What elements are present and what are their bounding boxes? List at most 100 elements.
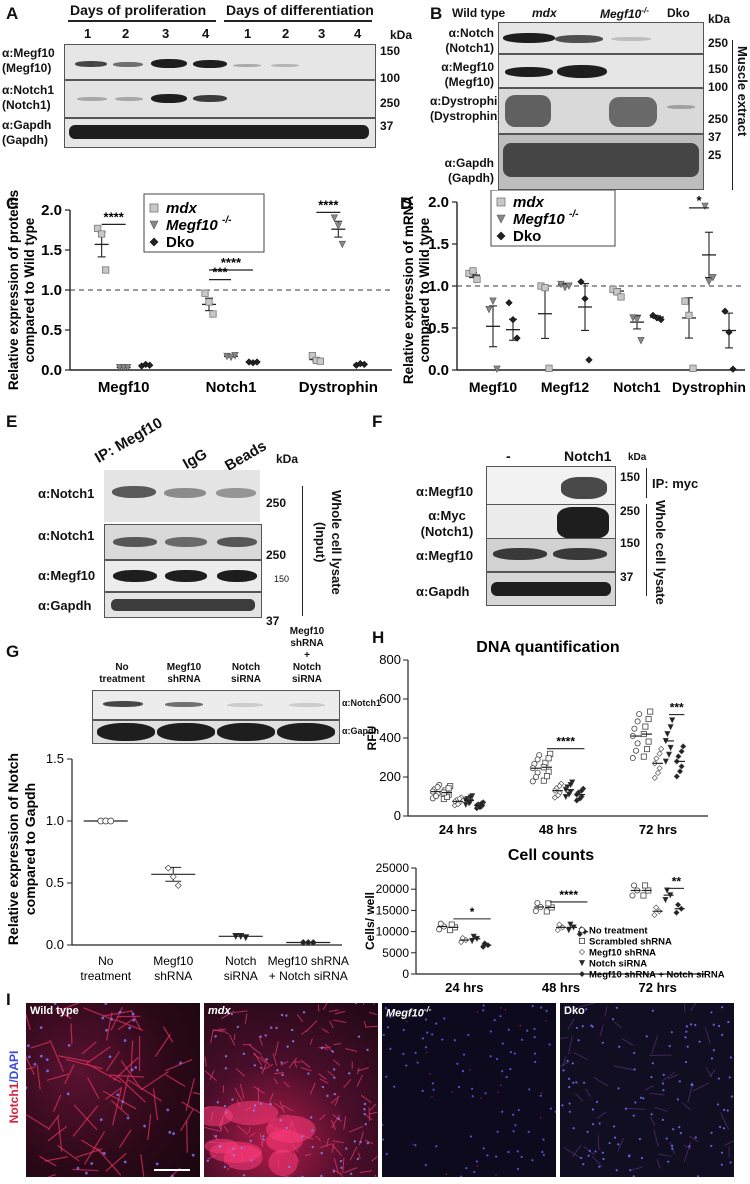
data-point: [705, 278, 713, 286]
data-point: [201, 289, 209, 297]
marker-a-250: 250: [380, 96, 401, 110]
nucleus: [453, 1039, 456, 1042]
legend-marker: [149, 203, 159, 213]
data-point: [662, 896, 669, 904]
fiber-edge: [46, 1073, 69, 1081]
nucleus: [671, 1147, 674, 1150]
nucleus: [364, 1122, 367, 1126]
blot-a-megf10: [64, 44, 376, 80]
data-point: [642, 882, 649, 889]
fiber-edge: [651, 1035, 659, 1055]
notch-signal: [500, 1007, 502, 1009]
nucleus: [512, 1130, 515, 1133]
fiber-edge: [365, 1025, 378, 1028]
nucleus: [302, 1011, 306, 1014]
nucleus: [514, 1124, 517, 1127]
y-tick-label: 0.0: [428, 362, 449, 379]
nucleus: [722, 1108, 726, 1111]
fiber-edge: [283, 1081, 290, 1088]
legend-label: Scrambled shRNA: [589, 937, 672, 948]
data-point: [469, 267, 477, 275]
nucleus: [259, 1035, 262, 1038]
nucleus: [191, 1153, 195, 1157]
nucleus: [249, 1139, 253, 1143]
fiber-edge: [110, 1100, 130, 1117]
side-line-b: [732, 40, 733, 190]
nucleus: [301, 1135, 304, 1138]
nucleus: [539, 1094, 542, 1097]
fiber-edge: [81, 1041, 97, 1055]
fiber-edge: [30, 1041, 50, 1049]
y-tick-label: 15000: [376, 903, 410, 917]
legend-marker: [149, 237, 159, 247]
nucleus: [471, 1095, 474, 1098]
fiber-edge: [47, 1114, 60, 1131]
fiber-edge: [348, 1125, 364, 1133]
fiber-edge: [272, 1053, 278, 1066]
fiber-mesh-mdx: [204, 1003, 378, 1177]
blot-b-gapdh: [498, 134, 704, 190]
nucleus: [269, 1103, 272, 1106]
fiber-edge: [44, 1156, 68, 1162]
nucleus: [489, 1030, 492, 1033]
x-tick-label: Megf10: [98, 379, 150, 396]
nucleus: [441, 1038, 444, 1041]
nucleus: [499, 1015, 502, 1018]
row-label-b-dystrophin: α:Dystrophin (Dystrophin): [430, 94, 505, 123]
fiber-edge: [568, 1036, 573, 1055]
data-point: [334, 222, 343, 230]
nucleus: [712, 1023, 715, 1026]
nucleus: [348, 1072, 351, 1075]
nucleus: [684, 1036, 687, 1039]
side-label-b: Muscle extract: [735, 46, 750, 137]
nucleus: [333, 1076, 336, 1079]
data-point: [299, 939, 307, 946]
blot-e-ip-notch1: [104, 470, 260, 522]
nucleus: [501, 1042, 504, 1045]
sig-label: ****: [104, 209, 125, 224]
fiber-edge: [709, 1069, 716, 1078]
fiber-edge: [96, 1147, 122, 1176]
nucleus: [53, 1003, 57, 1005]
blot-f-gapdh: [486, 572, 616, 606]
nucleus: [288, 1165, 291, 1169]
x-tick-label: 48 hrs: [542, 980, 580, 995]
nucleus: [131, 1012, 135, 1016]
data-point: [667, 724, 674, 731]
fiber-edge: [319, 1114, 326, 1121]
nucleus: [651, 1062, 654, 1065]
chart-title: Cell counts: [508, 847, 594, 864]
nucleus: [320, 1046, 324, 1050]
nucleus: [639, 1096, 643, 1099]
nucleus: [642, 1097, 645, 1100]
fiber-edge: [140, 1154, 145, 1177]
x-tick-label: Megf10: [153, 954, 193, 968]
row-label-e-notch1-input: α:Notch1: [38, 528, 95, 543]
nucleus: [627, 1155, 631, 1158]
y-tick-label: 5000: [382, 946, 409, 960]
fiber-edge: [332, 1019, 347, 1023]
fiber-edge: [333, 1043, 342, 1046]
fiber-edge: [649, 1092, 665, 1096]
fiber-edge: [345, 1048, 358, 1052]
lane-f-minus: -: [506, 448, 511, 464]
nucleus: [661, 1082, 665, 1085]
nucleus: [345, 1147, 348, 1150]
nucleus: [718, 1125, 722, 1128]
nucleus: [534, 1060, 537, 1063]
data-point: [577, 278, 585, 286]
data-point: [308, 351, 316, 360]
nucleus: [592, 1123, 595, 1126]
fiber-edge: [239, 1083, 245, 1100]
data-point: [567, 921, 574, 928]
nucleus: [710, 1057, 714, 1060]
data-point: [448, 921, 455, 928]
data-point: [680, 743, 687, 750]
y-axis-label: RFU: [365, 726, 379, 751]
blot-b-dystrophin: [498, 88, 704, 134]
nucleus: [424, 1163, 427, 1167]
fiber-edge: [249, 1132, 256, 1138]
fiber-edge: [70, 1023, 73, 1045]
fiber-edge: [186, 1120, 188, 1153]
header-proliferation: Days of proliferation: [70, 2, 207, 18]
